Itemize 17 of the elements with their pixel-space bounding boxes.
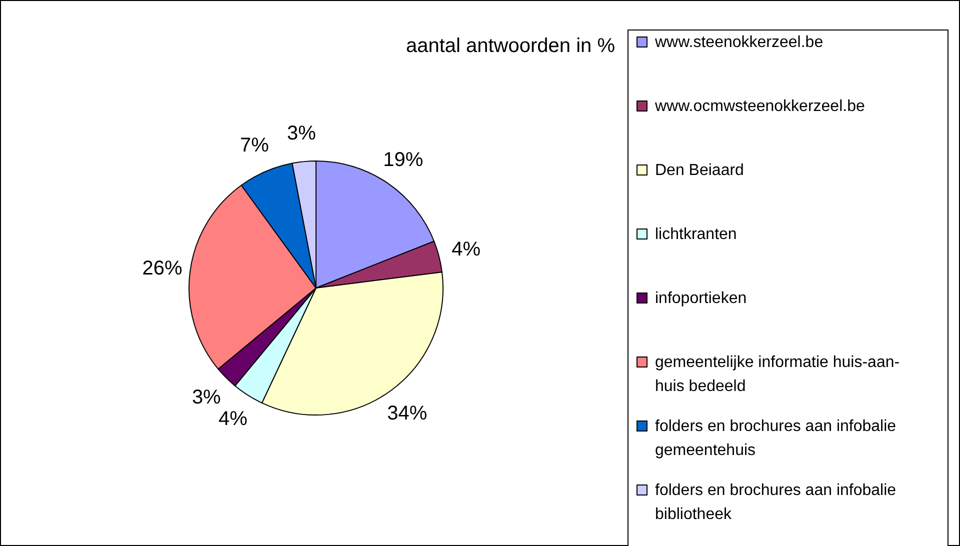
legend-label: infoportieken (655, 290, 747, 306)
legend-label: www.steenokkerzeel.be (654, 34, 824, 50)
data-label: 4% (218, 408, 248, 430)
legend-label: www.ocmwsteenokkerzeel.be (654, 98, 865, 114)
data-label: 3% (192, 386, 222, 409)
data-label: 3% (286, 122, 316, 145)
legend-label: Den Beiaard (655, 162, 744, 178)
legend-label: folders en brochures aan infobalie gemeentehuis (655, 418, 896, 458)
data-label: 26% (142, 258, 182, 280)
data-label: 34% (387, 402, 428, 424)
legend-label: lichtkranten (655, 226, 737, 242)
data-label: 7% (240, 134, 270, 157)
data-label: 4% (452, 238, 481, 260)
chart-title: aantal antwoorden in % (406, 35, 616, 57)
data-label: 19% (383, 148, 424, 171)
legend-label: folders en brochures aan infobalie bibliotheek (655, 482, 896, 522)
legend-label: gemeentelijke informatie huis-aan-huis bedeeld (655, 354, 900, 394)
